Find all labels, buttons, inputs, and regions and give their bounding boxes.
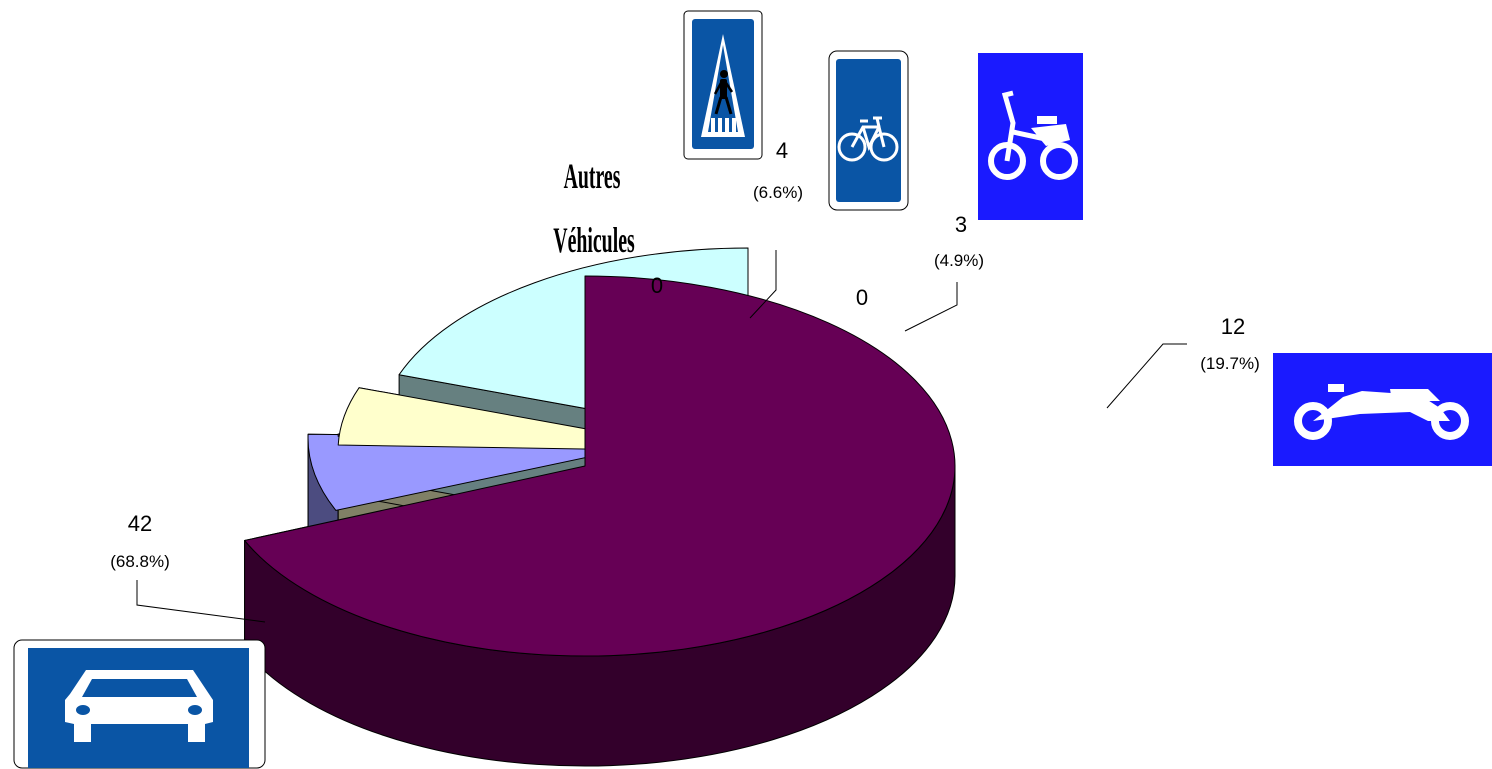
value-label-pedestrian: 4	[776, 138, 788, 163]
percent-label-car: (68.8%)	[110, 552, 170, 571]
moped-sign-icon	[978, 53, 1083, 220]
car-sign-icon	[13, 639, 266, 769]
percent-label-moped: (4.9%)	[934, 251, 984, 270]
leader-line-pedestrian	[749, 250, 777, 319]
leader-line-car	[136, 580, 266, 623]
value-label-moped: 3	[955, 212, 967, 237]
pedestrian-sign-icon	[683, 10, 763, 160]
category-label-autres-line2: Véhicules	[553, 221, 634, 261]
value-label-autres: 0	[651, 273, 663, 298]
value-label-car: 42	[128, 511, 152, 536]
leader-line-motorcycle	[1106, 343, 1187, 409]
slice-0-top	[244, 275, 956, 657]
pie-slices	[244, 247, 956, 767]
percent-label-pedestrian: (6.6%)	[753, 183, 803, 202]
bicycle-sign-icon	[828, 50, 909, 211]
motorcycle-sign-icon	[1273, 353, 1492, 466]
value-label-motorcycle: 12	[1221, 314, 1245, 339]
value-label-bicycle: 0	[856, 285, 868, 310]
leader-line-moped	[904, 282, 958, 332]
percent-label-motorcycle: (19.7%)	[1200, 354, 1260, 373]
category-label-autres-line1: Autres	[564, 157, 621, 197]
